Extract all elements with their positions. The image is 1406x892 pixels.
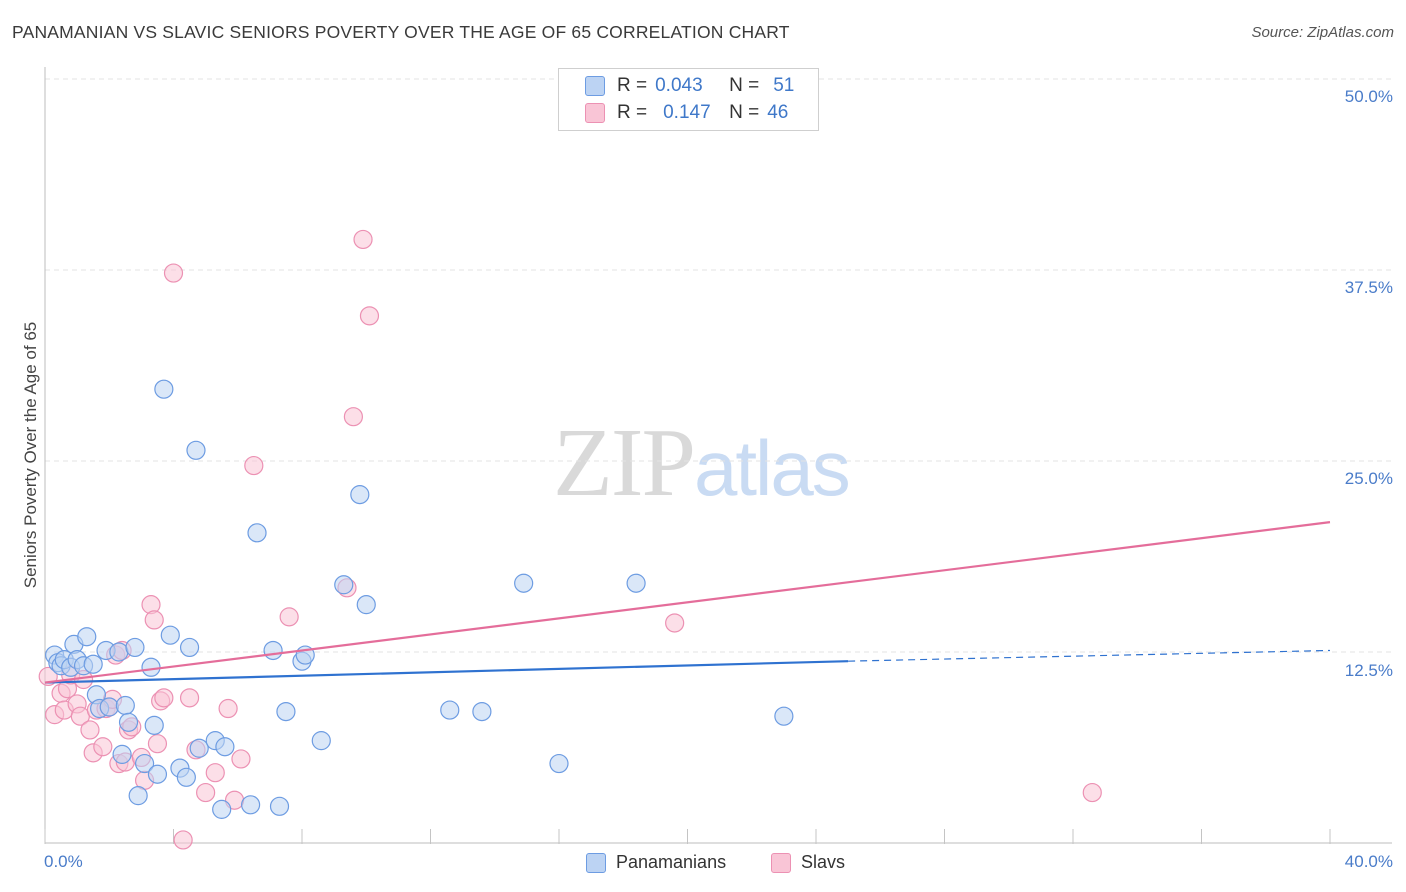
slav-point	[231, 749, 251, 769]
slav-point	[343, 407, 363, 427]
slav-point	[147, 734, 168, 754]
n-value: 51	[773, 75, 795, 96]
panamanian-point	[112, 744, 132, 764]
panamanian-point	[276, 701, 296, 722]
slav-point	[179, 688, 200, 708]
panamanian-point	[549, 753, 569, 774]
slav-point	[218, 698, 238, 719]
legend-label: Panamanians	[616, 852, 727, 872]
watermark-zip: ZIP	[553, 409, 696, 517]
x-tick-label: 0.0%	[44, 852, 83, 871]
panamanian-point	[99, 697, 119, 717]
r-value: 0.147	[663, 102, 711, 123]
panamanian-point	[83, 654, 103, 674]
panamanian-point	[241, 795, 261, 815]
slavs-swatch	[771, 852, 791, 873]
watermark: ZIPatlas	[553, 405, 851, 519]
panamanian-point	[269, 796, 290, 816]
n-label: N =	[729, 75, 760, 96]
panamanian-point	[472, 701, 492, 722]
slav-point	[353, 229, 373, 250]
y-axis-label: Seniors Poverty Over the Age of 65	[21, 321, 40, 589]
panamanian-point	[334, 575, 354, 595]
panamanian-point	[147, 764, 168, 784]
y-tick-label: 37.5%	[1344, 278, 1393, 297]
x-tick-label: 40.0%	[1344, 852, 1393, 871]
y-tick-label: 50.0%	[1344, 87, 1393, 106]
panamanian-point	[247, 523, 267, 543]
panamanian-point	[626, 573, 646, 593]
panamanian-point	[160, 625, 180, 645]
r-value: 0.043	[655, 75, 703, 96]
slav-point	[144, 610, 164, 630]
stats-legend-row: R = 0.147 N = 46	[585, 101, 788, 125]
legend-item-slavs[interactable]: Slavs	[771, 852, 845, 873]
slav-point	[173, 830, 193, 850]
panamanian-point	[215, 737, 235, 757]
watermark-atlas: atlas	[694, 424, 851, 512]
panamanian-point	[115, 695, 135, 716]
panamanian-point	[440, 700, 460, 720]
panamanian-point	[128, 786, 148, 806]
chart-title: PANAMANIAN VS SLAVIC SENIORS POVERTY OVE…	[12, 22, 790, 42]
panamanian-point	[154, 379, 174, 399]
slav-point	[665, 613, 685, 633]
source-label: Source: ZipAtlas.com	[1251, 24, 1394, 41]
panamanian-point	[263, 640, 283, 661]
y-tick-label: 12.5%	[1344, 661, 1393, 680]
slav-point	[93, 737, 113, 757]
slav-point	[154, 688, 174, 708]
legend-label: Slavs	[801, 852, 846, 872]
panamanian-point	[774, 706, 794, 726]
r-label: R =	[617, 75, 648, 96]
panamanian-point	[186, 440, 206, 460]
panamanians-trend-extension	[848, 649, 1331, 662]
panamanian-point	[134, 753, 155, 774]
panamanians-swatch	[585, 76, 605, 96]
panamanian-point	[118, 712, 139, 732]
stats-legend: R = 0.043 N = 51 R = 0.147 N = 46	[558, 68, 819, 131]
panamanian-point	[189, 738, 209, 758]
panamanian-point	[514, 573, 534, 593]
panamanian-point	[179, 637, 200, 658]
n-value: 46	[767, 102, 789, 123]
panamanian-point	[350, 485, 370, 505]
panamanian-point	[141, 657, 161, 677]
slavs-swatch	[585, 103, 605, 123]
panamanians-swatch	[586, 852, 606, 873]
panamanian-point	[212, 799, 232, 819]
slav-point	[279, 607, 299, 627]
slav-point	[205, 763, 225, 783]
slav-point	[163, 263, 184, 283]
panamanian-point	[356, 595, 376, 615]
panamanian-point	[125, 637, 145, 658]
r-label: R =	[617, 102, 648, 123]
legend-item-panamanians[interactable]: Panamanians	[586, 852, 726, 873]
slavs-trend-line	[44, 521, 1331, 684]
y-tick-label: 25.0%	[1344, 469, 1393, 488]
panamanian-point	[109, 642, 129, 662]
panamanian-point	[311, 731, 331, 751]
slav-point	[359, 306, 380, 326]
stats-legend-row: R = 0.043 N = 51	[585, 74, 794, 98]
panamanian-point	[176, 767, 196, 787]
panamanian-point	[144, 715, 164, 735]
n-label: N =	[729, 102, 760, 123]
slav-point	[244, 455, 264, 476]
slav-point	[80, 720, 100, 740]
panamanians-trend-line	[44, 660, 849, 684]
slav-point	[196, 782, 216, 803]
panamanian-point	[77, 627, 97, 647]
slav-point	[1082, 782, 1102, 803]
